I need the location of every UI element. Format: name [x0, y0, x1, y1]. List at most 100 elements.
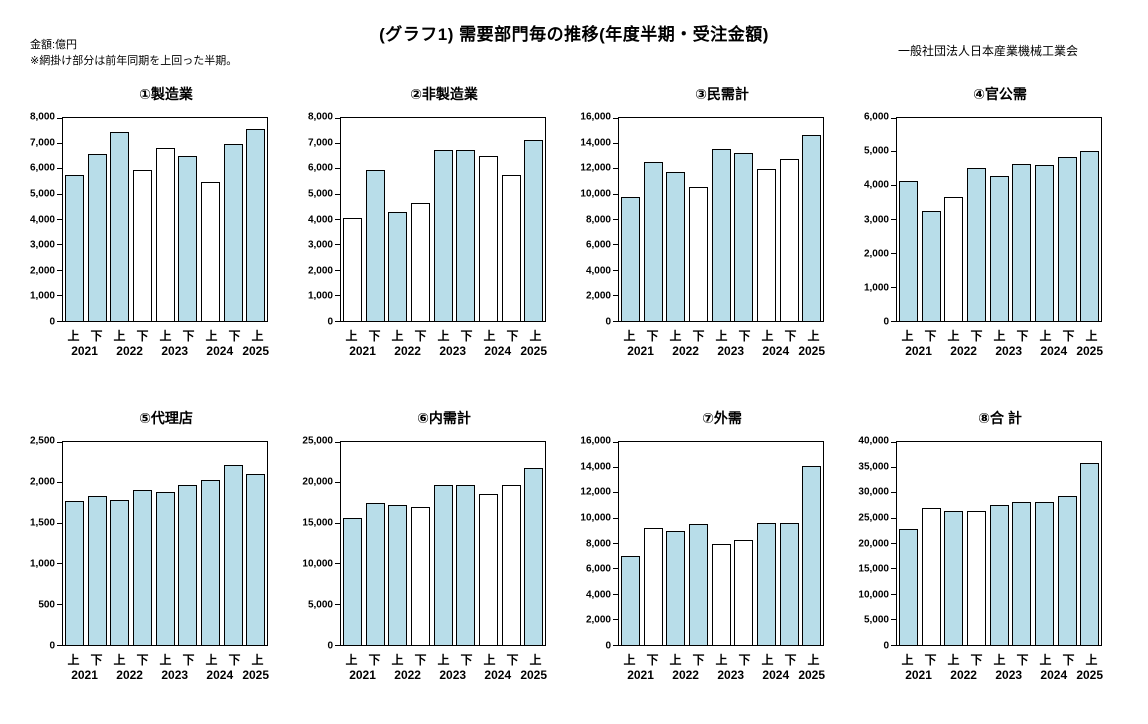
bar: [620, 196, 640, 321]
x-half-label: 上: [391, 653, 404, 667]
x-half-label: 上: [529, 329, 542, 343]
x-year-label: 2024: [1040, 668, 1068, 682]
bar-slot: [778, 442, 801, 645]
x-half-label: 下: [784, 653, 797, 667]
plot-area: [891, 117, 1102, 322]
x-year-label: 2022: [950, 668, 977, 682]
y-tick-mark: [891, 517, 896, 519]
y-tick-label: 5,000: [863, 145, 889, 157]
x-half-label: 上: [715, 329, 728, 343]
y-tick-label: 12,000: [580, 162, 611, 174]
x-half-label: 下: [414, 653, 427, 667]
bar-slot: [755, 118, 778, 321]
bar-slot: [897, 118, 920, 321]
y-tick-mark: [613, 644, 618, 646]
y-tick-mark: [613, 441, 618, 443]
bar: [1080, 150, 1100, 321]
bar-slot: [199, 118, 222, 321]
y-tick-mark: [335, 142, 340, 144]
x-axis-half-labels: 上下上下上下上下上: [62, 327, 269, 344]
x-axis-half-labels: 上下上下上下上下上: [896, 651, 1103, 668]
y-tick-label: 6,000: [29, 162, 55, 174]
bar: [666, 531, 686, 645]
bar: [64, 175, 84, 321]
y-tick-label: 4,000: [307, 214, 333, 225]
x-year-label: 2022: [672, 344, 699, 358]
y-tick-mark: [57, 603, 62, 605]
bar-slot: [732, 118, 755, 321]
bar-slot: [341, 118, 364, 321]
x-axis-half-labels: 上下上下上下上下上: [618, 651, 825, 668]
bar-slot: [920, 442, 943, 645]
y-tick-mark: [57, 482, 62, 484]
bar: [342, 517, 362, 645]
y-tick-label: 4,000: [585, 265, 611, 277]
y-tick-label: 1,000: [307, 290, 333, 302]
bar: [223, 464, 243, 645]
bar-slot: [364, 118, 387, 321]
bar: [342, 218, 362, 321]
x-half-label: 上: [1039, 653, 1052, 667]
bar: [921, 507, 941, 645]
bar: [456, 150, 476, 321]
x-half-label: 下: [692, 653, 705, 667]
bar-slot: [63, 442, 86, 645]
bar: [87, 495, 107, 645]
bar: [456, 484, 476, 645]
y-axis: 0 2,000 4,000 6,000 8,000 10,000 12,000 14,000 1…: [572, 436, 618, 652]
x-half-label: 上: [159, 329, 172, 343]
x-axis-year-labels: 2021 2022 2023 2024 2025: [618, 668, 825, 682]
y-tick-label: 8,000: [585, 214, 611, 225]
organization-name: 一般社団法人日本産業機械工業会: [897, 44, 1078, 58]
chart-title: ⑧合 計: [978, 410, 1022, 426]
x-half-label: 上: [345, 653, 358, 667]
x-half-label: 下: [182, 329, 195, 343]
x-year-label: 2022: [394, 344, 421, 358]
bar: [410, 506, 430, 645]
x-half-label: 下: [136, 653, 149, 667]
bar: [200, 480, 220, 645]
bar-slot: [108, 442, 131, 645]
y-tick-mark: [613, 269, 618, 271]
y-tick-mark: [335, 244, 340, 246]
bar-slot: [942, 442, 965, 645]
x-half-label: 下: [970, 329, 983, 343]
y-tick-label: 2,000: [29, 265, 55, 277]
x-half-label: 下: [784, 329, 797, 343]
x-half-label: 上: [251, 329, 264, 343]
bar: [478, 156, 498, 321]
bar: [643, 161, 663, 321]
bar: [779, 159, 799, 321]
x-year-label: 2025: [798, 344, 826, 358]
bar-slot: [755, 442, 778, 645]
x-half-label: 上: [483, 653, 496, 667]
bar: [524, 467, 544, 645]
y-tick-label: 15,000: [858, 563, 889, 575]
bar: [1080, 463, 1100, 645]
chart-manufacturing: ①製造業 0 1,000 2,000 3,000 4,000 5,000 6,000 7,00…: [16, 84, 286, 358]
x-half-label: 上: [113, 329, 126, 343]
y-tick-mark: [57, 441, 62, 443]
bar: [944, 511, 964, 645]
bar-slot: [108, 118, 131, 321]
y-tick-label: 0: [327, 316, 333, 328]
bar-slot: [897, 442, 920, 645]
y-tick-mark: [891, 286, 896, 288]
x-half-label: 上: [1085, 653, 1098, 667]
y-tick-mark: [57, 644, 62, 646]
x-half-label: 下: [90, 653, 103, 667]
bar: [734, 539, 754, 645]
x-year-label: 2025: [798, 668, 826, 682]
x-half-label: 下: [136, 329, 149, 343]
x-half-label: 下: [1016, 653, 1029, 667]
y-tick-mark: [613, 568, 618, 570]
y-tick-label: 1,500: [29, 517, 55, 529]
x-year-label: 2023: [439, 344, 467, 358]
y-tick-label: 16,000: [580, 435, 611, 447]
x-year-label: 2023: [995, 344, 1023, 358]
x-year-label: 2023: [161, 344, 189, 358]
x-half-label: 下: [738, 653, 751, 667]
x-year-label: 2024: [1040, 344, 1068, 358]
bar-slot: [386, 442, 409, 645]
y-axis: 0 1,000 2,000 3,000 4,000 5,000 6,000 7,000 8,00…: [294, 112, 340, 328]
